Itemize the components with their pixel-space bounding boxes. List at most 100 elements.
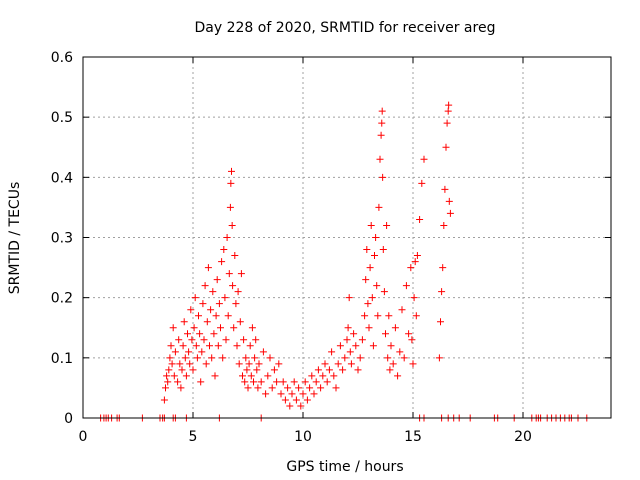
data-point (187, 306, 195, 314)
data-point (252, 336, 260, 344)
data-point (201, 282, 209, 290)
data-point (255, 360, 263, 368)
data-point (190, 324, 198, 332)
data-point (243, 366, 251, 374)
data-point (412, 312, 420, 320)
data-point (223, 234, 231, 241)
data-point (379, 173, 387, 181)
data-point (224, 312, 232, 320)
y-tick-label: 0.5 (51, 110, 73, 126)
data-point (372, 234, 380, 241)
data-point (221, 294, 229, 302)
data-point (196, 330, 204, 338)
data-point (270, 366, 278, 374)
data-point (389, 360, 397, 368)
data-point (234, 288, 242, 296)
data-point (176, 360, 184, 368)
data-point (242, 354, 250, 362)
data-point (339, 366, 347, 374)
data-point (215, 300, 223, 308)
data-point (317, 384, 325, 392)
data-point (198, 348, 206, 356)
data-point (374, 312, 382, 320)
data-point (405, 330, 413, 338)
data-point (416, 215, 424, 223)
plot-frame (82, 56, 612, 419)
data-point (334, 360, 342, 368)
data-point (439, 264, 447, 272)
data-point (248, 324, 256, 332)
data-point (225, 270, 233, 278)
y-tick-label: 0.1 (51, 351, 73, 367)
x-tick-label: 0 (79, 429, 88, 445)
data-point (378, 119, 386, 127)
data-point (245, 360, 253, 368)
data-point (199, 300, 207, 308)
data-point (378, 107, 386, 115)
data-point (386, 366, 394, 374)
data-point (241, 378, 249, 386)
data-point (319, 372, 327, 380)
data-point (343, 336, 351, 344)
data-point (197, 378, 205, 386)
data-point (259, 348, 267, 356)
data-point (330, 372, 338, 380)
y-axis-label: SRMTID / TECUs (7, 182, 23, 295)
data-point (368, 294, 376, 302)
data-point (206, 342, 213, 350)
data-point (373, 282, 381, 290)
data-point (384, 354, 392, 362)
data-point (308, 372, 316, 380)
data-point (299, 390, 307, 398)
data-point (193, 354, 201, 362)
data-point (323, 378, 331, 386)
data-point (236, 318, 244, 326)
data-point (251, 354, 259, 362)
data-point (345, 294, 353, 302)
data-point (441, 185, 449, 193)
data-point (167, 342, 175, 350)
data-point (361, 312, 369, 320)
data-point (321, 360, 329, 368)
data-point (303, 396, 311, 404)
data-point (209, 288, 217, 296)
data-point (169, 324, 177, 332)
data-point (186, 360, 194, 368)
data-point (275, 360, 283, 368)
data-point (184, 330, 191, 338)
data-point (292, 396, 300, 404)
data-point (411, 258, 419, 266)
data-point (200, 336, 208, 344)
data-point (219, 354, 227, 362)
data-point (237, 270, 245, 278)
data-point (228, 167, 235, 175)
data-point (257, 378, 265, 386)
data-point (163, 372, 171, 380)
y-tick-label: 0.6 (51, 50, 73, 66)
data-point (442, 143, 450, 151)
data-point (174, 378, 182, 386)
data-point (244, 384, 252, 392)
data-point (400, 354, 408, 362)
data-point (440, 221, 448, 229)
data-point (212, 312, 220, 320)
data-point (301, 378, 309, 386)
data-point (346, 348, 354, 356)
data-point (443, 119, 451, 127)
data-point (179, 342, 187, 350)
data-point (188, 336, 196, 344)
y-tick-label: 0.3 (51, 231, 73, 247)
data-point (231, 252, 239, 260)
data-point (203, 318, 211, 326)
data-point (367, 221, 375, 229)
data-point (398, 306, 406, 314)
data-point (204, 264, 212, 272)
data-point (420, 155, 428, 163)
data-point (438, 288, 446, 296)
data-point (380, 288, 388, 296)
data-point (235, 360, 243, 368)
data-point (281, 396, 289, 404)
data-point (382, 330, 389, 338)
data-point (168, 360, 176, 368)
data-point (332, 384, 340, 392)
